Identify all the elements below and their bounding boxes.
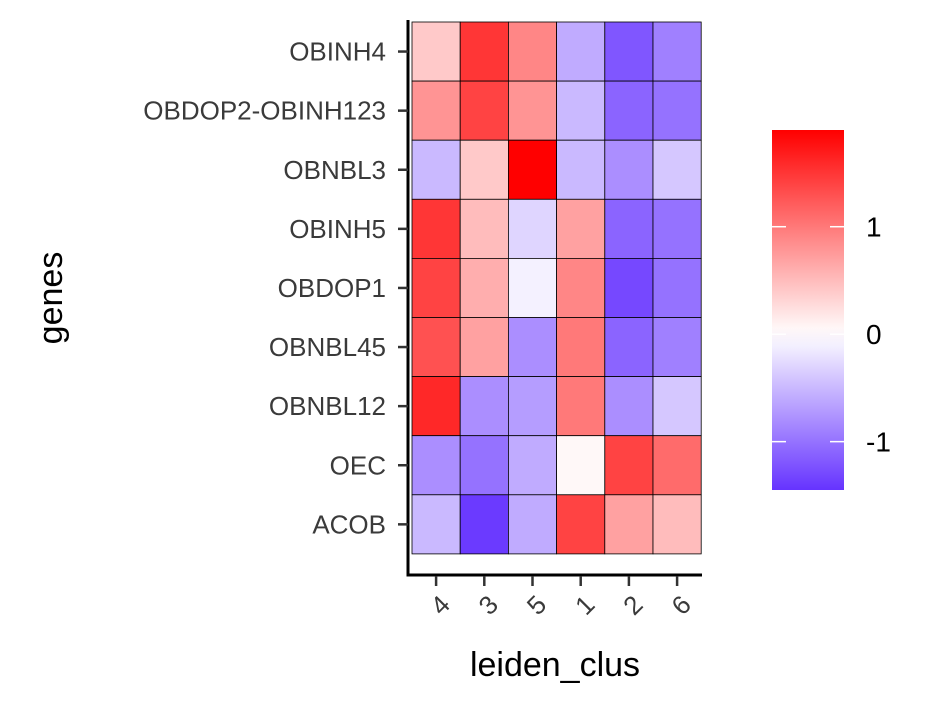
heatmap-cell [411, 80, 461, 141]
heatmap-cell [604, 257, 654, 318]
heatmap-cell [411, 198, 461, 259]
heatmap-cell [604, 198, 654, 259]
heatmap-cell [459, 139, 509, 200]
y-tick-label: OBINH4 [289, 37, 386, 67]
heatmap-cell [604, 317, 654, 377]
y-tick-label: OBNBL12 [269, 391, 386, 421]
heatmap-cell [411, 21, 461, 82]
y-tick-label: OBDOP2-OBINH123 [143, 96, 386, 126]
heatmap-cell [556, 257, 606, 318]
heatmap-cell [556, 317, 606, 377]
heatmap-cell [652, 21, 702, 82]
heatmap-cell [411, 494, 461, 555]
heatmap-cell [652, 376, 702, 437]
heatmap-cell [411, 139, 461, 200]
heatmap-cell [507, 317, 557, 377]
heatmap-cell [411, 435, 461, 496]
y-axis-ticks: OBINH4 OBDOP2-OBINH123 OBNBL3 OBINH5 OBDOP1 O… [143, 37, 408, 539]
heatmap-cell [507, 21, 557, 82]
heatmap-cell [507, 80, 557, 141]
heatmap-cell [652, 435, 702, 496]
x-tick-label: 5 [521, 589, 552, 620]
heatmap-cell [411, 317, 461, 377]
heatmap-cell [459, 257, 509, 318]
y-axis-title: genes [32, 252, 70, 345]
heatmap-cell [411, 376, 461, 437]
heatmap-cell [459, 435, 509, 496]
heatmap-cell [507, 198, 557, 259]
heatmap-cell [652, 494, 702, 555]
heatmap-cell [604, 376, 654, 437]
heatmap-cell [507, 376, 557, 437]
y-tick-label: OBNBL3 [283, 155, 386, 185]
heatmap-cell [459, 376, 509, 437]
heatmap-cell [459, 21, 509, 82]
legend-ticks: 1 0 -1 [772, 212, 891, 458]
y-tick-label: OBINH5 [289, 214, 386, 244]
heatmap-cell [556, 198, 606, 259]
y-tick-label: OEC [330, 450, 386, 480]
legend-tick-label: 1 [866, 212, 882, 243]
x-axis-title: leiden_clus [470, 646, 640, 684]
x-tick-label: 1 [569, 589, 600, 620]
heatmap-cell [459, 80, 509, 141]
heatmap-cell [556, 21, 606, 82]
legend-tick-label: 0 [866, 319, 882, 350]
heatmap-cell [459, 494, 509, 555]
heatmap-cell [459, 198, 509, 259]
axes [406, 20, 702, 577]
heatmap-cell [604, 435, 654, 496]
heatmap-cell [556, 435, 606, 496]
color-legend: 1 0 -1 [772, 130, 891, 490]
heatmap-cell [556, 376, 606, 437]
heatmap-cell [652, 257, 702, 318]
y-tick-label: OBDOP1 [278, 273, 386, 303]
x-tick-label: 4 [424, 589, 455, 620]
heatmap-cell [652, 317, 702, 377]
y-tick-label: OBNBL45 [269, 332, 386, 362]
heatmap-cell [507, 494, 557, 555]
heatmap-cells [411, 21, 702, 555]
heatmap-cell [507, 435, 557, 496]
heatmap-cell [604, 21, 654, 82]
x-tick-label: 3 [473, 589, 504, 620]
heatmap-cell [652, 139, 702, 200]
heatmap-cell [507, 257, 557, 318]
heatmap-cell [411, 257, 461, 318]
x-tick-label: 6 [665, 589, 696, 620]
heatmap-cell [556, 139, 606, 200]
heatmap-cell [604, 80, 654, 141]
legend-colorbar [772, 130, 844, 490]
heatmap-cell [556, 80, 606, 141]
y-tick-label: ACOB [312, 509, 386, 539]
heatmap-cell [507, 139, 557, 200]
heatmap-cell [556, 494, 606, 555]
heatmap-cell [604, 494, 654, 555]
heatmap-cell [459, 317, 509, 377]
heatmap-cell [604, 139, 654, 200]
heatmap-cell [652, 198, 702, 259]
legend-tick-label: -1 [866, 427, 891, 458]
heatmap-cell [652, 80, 702, 141]
x-tick-label: 2 [617, 589, 648, 620]
